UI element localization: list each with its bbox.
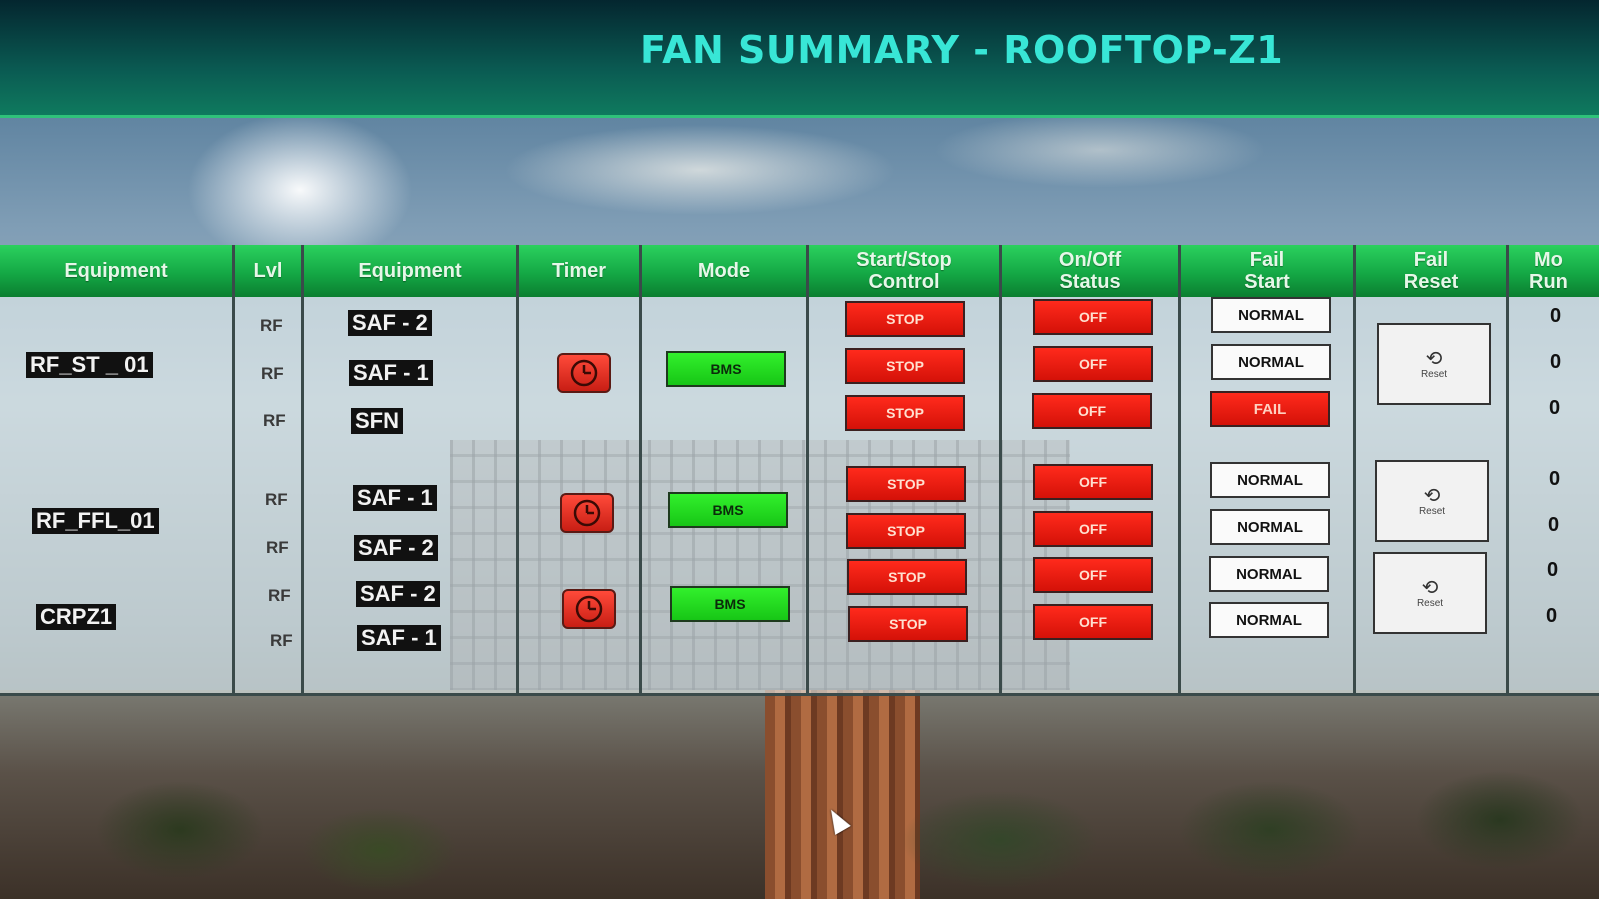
col-equipment: Equipment xyxy=(358,260,462,282)
column-divider xyxy=(1353,245,1356,695)
col-mode: Mode xyxy=(697,260,751,282)
equipment-tag: SAF - 2 xyxy=(354,535,438,561)
group-label: RF_ST _ 01 xyxy=(26,352,153,378)
mode-button[interactable]: BMS xyxy=(668,492,788,528)
reset-button[interactable]: ⟲ Reset xyxy=(1377,323,1491,405)
table-bottom-border xyxy=(0,693,1599,696)
row-lvl: RF xyxy=(265,490,288,509)
stop-button[interactable]: STOP xyxy=(845,395,965,431)
group-label: CRPZ1 xyxy=(36,604,117,630)
run-count: 0 xyxy=(1546,605,1558,627)
page-title: FAN SUMMARY - ROOFTOP-Z1 xyxy=(640,28,1284,72)
col-more-run: Mo Run xyxy=(1529,249,1568,293)
equipment-tag: SAF - 2 xyxy=(356,581,440,607)
mode-button[interactable]: BMS xyxy=(666,351,786,387)
row-lvl: RF xyxy=(270,631,293,650)
reset-label: Reset xyxy=(1420,368,1448,380)
fail-start-status: NORMAL xyxy=(1211,344,1331,380)
trees-background xyxy=(0,770,1599,899)
col-fail-start: Fail Start xyxy=(1244,249,1290,293)
run-count: 0 xyxy=(1549,397,1561,419)
timer-button[interactable] xyxy=(560,493,614,533)
equipment-tag: SAF - 1 xyxy=(357,625,441,651)
fail-start-status: FAIL xyxy=(1210,391,1330,427)
column-divider xyxy=(1178,245,1181,695)
fail-start-status: NORMAL xyxy=(1209,602,1329,638)
column-divider xyxy=(516,245,519,695)
column-divider xyxy=(301,245,304,695)
off-status: OFF xyxy=(1033,604,1153,640)
column-divider xyxy=(806,245,809,695)
off-status: OFF xyxy=(1033,511,1153,547)
off-status: OFF xyxy=(1033,299,1153,335)
fail-start-status: NORMAL xyxy=(1210,509,1330,545)
reset-icon: ⟲ xyxy=(1425,347,1443,370)
fail-start-status: NORMAL xyxy=(1210,462,1330,498)
column-divider xyxy=(1506,245,1509,695)
equipment-tag: SAF - 1 xyxy=(353,485,437,511)
reset-label: Reset xyxy=(1418,505,1446,517)
timer-button[interactable] xyxy=(562,589,616,629)
table-header xyxy=(0,245,1599,297)
off-status: OFF xyxy=(1033,557,1153,593)
col-timer: Timer xyxy=(551,260,607,282)
reset-button[interactable]: ⟲ Reset xyxy=(1375,460,1489,542)
off-status: OFF xyxy=(1033,464,1153,500)
row-lvl: RF xyxy=(263,411,286,430)
off-status: OFF xyxy=(1032,393,1152,429)
row-lvl: RF xyxy=(261,364,284,383)
group-label: RF_FFL_01 xyxy=(32,508,159,534)
run-count: 0 xyxy=(1547,559,1559,581)
column-divider xyxy=(232,245,235,695)
stop-button[interactable]: STOP xyxy=(845,301,965,337)
col-lvl: Lvl xyxy=(253,260,283,282)
off-status: OFF xyxy=(1033,346,1153,382)
stop-button[interactable]: STOP xyxy=(848,606,968,642)
stop-button[interactable]: STOP xyxy=(846,513,966,549)
run-count: 0 xyxy=(1548,514,1560,536)
clock-icon xyxy=(570,359,598,387)
reset-icon: ⟲ xyxy=(1421,576,1439,599)
run-count: 0 xyxy=(1550,305,1562,327)
column-divider xyxy=(639,245,642,695)
row-lvl: RF xyxy=(260,316,283,335)
run-count: 0 xyxy=(1549,468,1561,490)
col-on-off-status: On/Off Status xyxy=(1058,249,1122,293)
stop-button[interactable]: STOP xyxy=(845,348,965,384)
col-start-stop: Start/Stop Control xyxy=(856,249,952,293)
run-count: 0 xyxy=(1550,351,1562,373)
row-lvl: RF xyxy=(268,586,291,605)
column-divider xyxy=(999,245,1002,695)
equipment-tag: SFN xyxy=(351,408,403,434)
fail-start-status: NORMAL xyxy=(1209,556,1329,592)
reset-button[interactable]: ⟲ Reset xyxy=(1373,552,1487,634)
clock-icon xyxy=(573,499,601,527)
timer-button[interactable] xyxy=(557,353,611,393)
col-fail-reset: Fail Reset xyxy=(1403,249,1459,293)
page-header: FAN SUMMARY - ROOFTOP-Z1 xyxy=(0,0,1599,118)
equipment-tag: SAF - 2 xyxy=(348,310,432,336)
clock-icon xyxy=(575,595,603,623)
equipment-tag: SAF - 1 xyxy=(349,360,433,386)
col-equipment-group: Equipment xyxy=(64,260,168,282)
fan-summary-table xyxy=(0,245,1599,695)
reset-label: Reset xyxy=(1416,597,1444,609)
mode-button[interactable]: BMS xyxy=(670,586,790,622)
stop-button[interactable]: STOP xyxy=(847,559,967,595)
fail-start-status: NORMAL xyxy=(1211,297,1331,333)
reset-icon: ⟲ xyxy=(1423,484,1441,507)
row-lvl: RF xyxy=(266,538,289,557)
stop-button[interactable]: STOP xyxy=(846,466,966,502)
